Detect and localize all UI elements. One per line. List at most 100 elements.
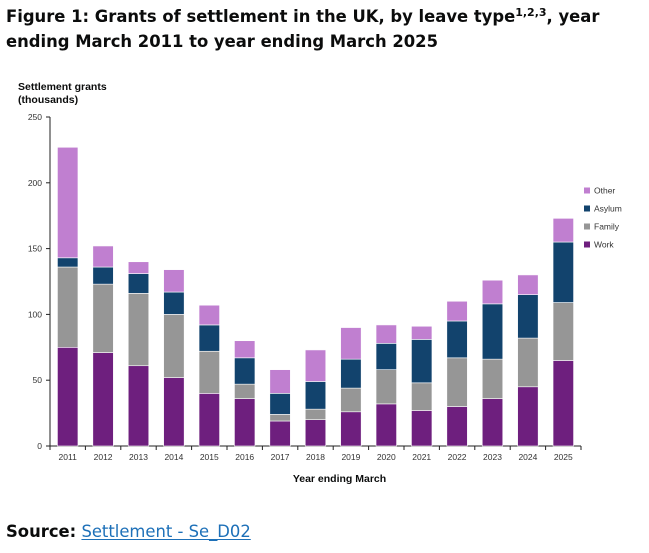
bar-segment-work	[446, 406, 468, 447]
y-tick-label: 200	[28, 178, 42, 188]
x-tick-label: 2012	[94, 452, 113, 462]
bar-segment-asylum	[92, 266, 114, 285]
bar-segment-other	[375, 324, 397, 344]
bar-segment-asylum	[552, 241, 574, 303]
legend-label-work: Work	[594, 240, 614, 250]
bar-segment-work	[198, 393, 220, 447]
x-tick-label: 2025	[554, 452, 573, 462]
x-tick-label: 2024	[518, 452, 537, 462]
bar-segment-work	[552, 360, 574, 447]
bar-segment-work	[304, 419, 327, 447]
bar-segment-asylum	[446, 320, 468, 359]
y-tick-label: 50	[33, 375, 43, 385]
bar-segment-family	[340, 387, 362, 413]
bar-segment-asylum	[411, 339, 433, 384]
bar-segment-family	[92, 283, 114, 353]
x-tick-label: 2015	[200, 452, 219, 462]
bar-segment-family	[57, 266, 79, 348]
bar-segment-other	[92, 245, 114, 268]
bar-segment-work	[92, 352, 114, 447]
x-tick-label: 2023	[483, 452, 502, 462]
bar-segment-work	[269, 420, 291, 447]
bar-segment-family	[375, 369, 397, 405]
x-tick-label: 2014	[164, 452, 183, 462]
y-tick-label: 150	[28, 244, 42, 254]
x-tick-label: 2018	[306, 452, 325, 462]
bar-segment-work	[234, 398, 256, 447]
figure-title-superscript: 1,2,3	[515, 6, 547, 19]
bar-segment-asylum	[127, 273, 150, 294]
source-link[interactable]: Settlement - Se_D02	[81, 522, 251, 541]
bar-segment-other	[552, 218, 574, 243]
bar-segment-asylum	[163, 291, 185, 315]
bar-segment-asylum	[234, 357, 256, 385]
bar-segment-family	[304, 408, 327, 420]
x-tick-label: 2013	[129, 452, 148, 462]
figure-title-rest: , year ending March 2011 to year ending …	[6, 7, 600, 51]
bar-segment-work	[375, 403, 397, 447]
legend-swatch-family	[584, 223, 590, 230]
bar-segment-work	[127, 365, 150, 447]
bar-segment-other	[340, 327, 362, 360]
bar-segment-family	[411, 382, 433, 411]
x-tick-label: 2017	[271, 452, 290, 462]
source-label: Source:	[6, 522, 77, 541]
bar-segment-family	[269, 414, 291, 422]
bar-segment-work	[517, 386, 539, 447]
bar-segment-family	[234, 383, 256, 399]
y-tick-label: 0	[37, 441, 42, 451]
x-tick-label: 2011	[59, 452, 78, 462]
figure-title-main: Figure 1: Grants of settlement in the UK…	[6, 7, 516, 26]
bar-segment-asylum	[340, 358, 362, 389]
bar-segment-family	[163, 314, 185, 378]
bar-segment-family	[517, 337, 539, 388]
bar-segment-other	[234, 340, 256, 359]
x-tick-label: 2020	[377, 452, 396, 462]
source-line: Source: Settlement - Se_D02	[6, 520, 251, 544]
x-tick-label: 2022	[448, 452, 467, 462]
bar-segment-other	[269, 369, 291, 394]
bar-segment-other	[481, 279, 504, 305]
x-tick-label: 2021	[412, 452, 431, 462]
bar-segment-asylum	[57, 257, 79, 268]
bar-segment-work	[163, 377, 185, 447]
bar-segment-other	[127, 261, 150, 274]
bar-segment-other	[198, 304, 220, 326]
x-tick-label: 2019	[341, 452, 360, 462]
bar-segment-asylum	[304, 381, 327, 410]
bar-segment-other	[517, 274, 539, 295]
figure-title: Figure 1: Grants of settlement in the UK…	[6, 4, 642, 54]
bar-segment-other	[163, 269, 185, 293]
bar-segment-other	[446, 300, 468, 322]
bar-segment-work	[481, 398, 504, 447]
y-axis-title: Settlement grants	[18, 81, 107, 93]
bar-segment-other	[304, 349, 327, 382]
legend-label-family: Family	[594, 222, 620, 232]
legend-label-asylum: Asylum	[594, 204, 622, 214]
legend-swatch-asylum	[584, 205, 590, 212]
bar-segment-asylum	[517, 294, 539, 339]
bar-segment-asylum	[198, 324, 220, 352]
bar-segment-work	[411, 410, 433, 447]
bar-segment-asylum	[481, 303, 504, 360]
legend-label-other: Other	[594, 186, 615, 196]
legend-swatch-work	[584, 241, 590, 248]
bar-segment-family	[552, 302, 574, 361]
bar-segment-asylum	[269, 393, 291, 415]
y-axis-title: (thousands)	[18, 94, 78, 106]
bar-segment-family	[446, 357, 468, 407]
x-axis-title: Year ending March	[293, 473, 386, 485]
settlement-grants-chart: Settlement grants (thousands) 0 50 100 150 200…	[0, 60, 649, 505]
chart-svg: Settlement grants(thousands) 0 50 100 150 200…	[18, 81, 622, 485]
bar-segment-family	[198, 350, 220, 394]
bar-segment-other	[411, 325, 433, 340]
bar-segment-work	[340, 411, 362, 447]
bar-segment-work	[57, 346, 79, 447]
bar-segment-family	[127, 293, 150, 367]
y-tick-label: 100	[28, 309, 42, 319]
bar-segment-other	[57, 146, 79, 259]
x-tick-label: 2016	[235, 452, 254, 462]
bar-segment-asylum	[375, 343, 397, 370]
y-tick-label: 250	[28, 112, 42, 122]
bar-segment-family	[481, 358, 504, 399]
